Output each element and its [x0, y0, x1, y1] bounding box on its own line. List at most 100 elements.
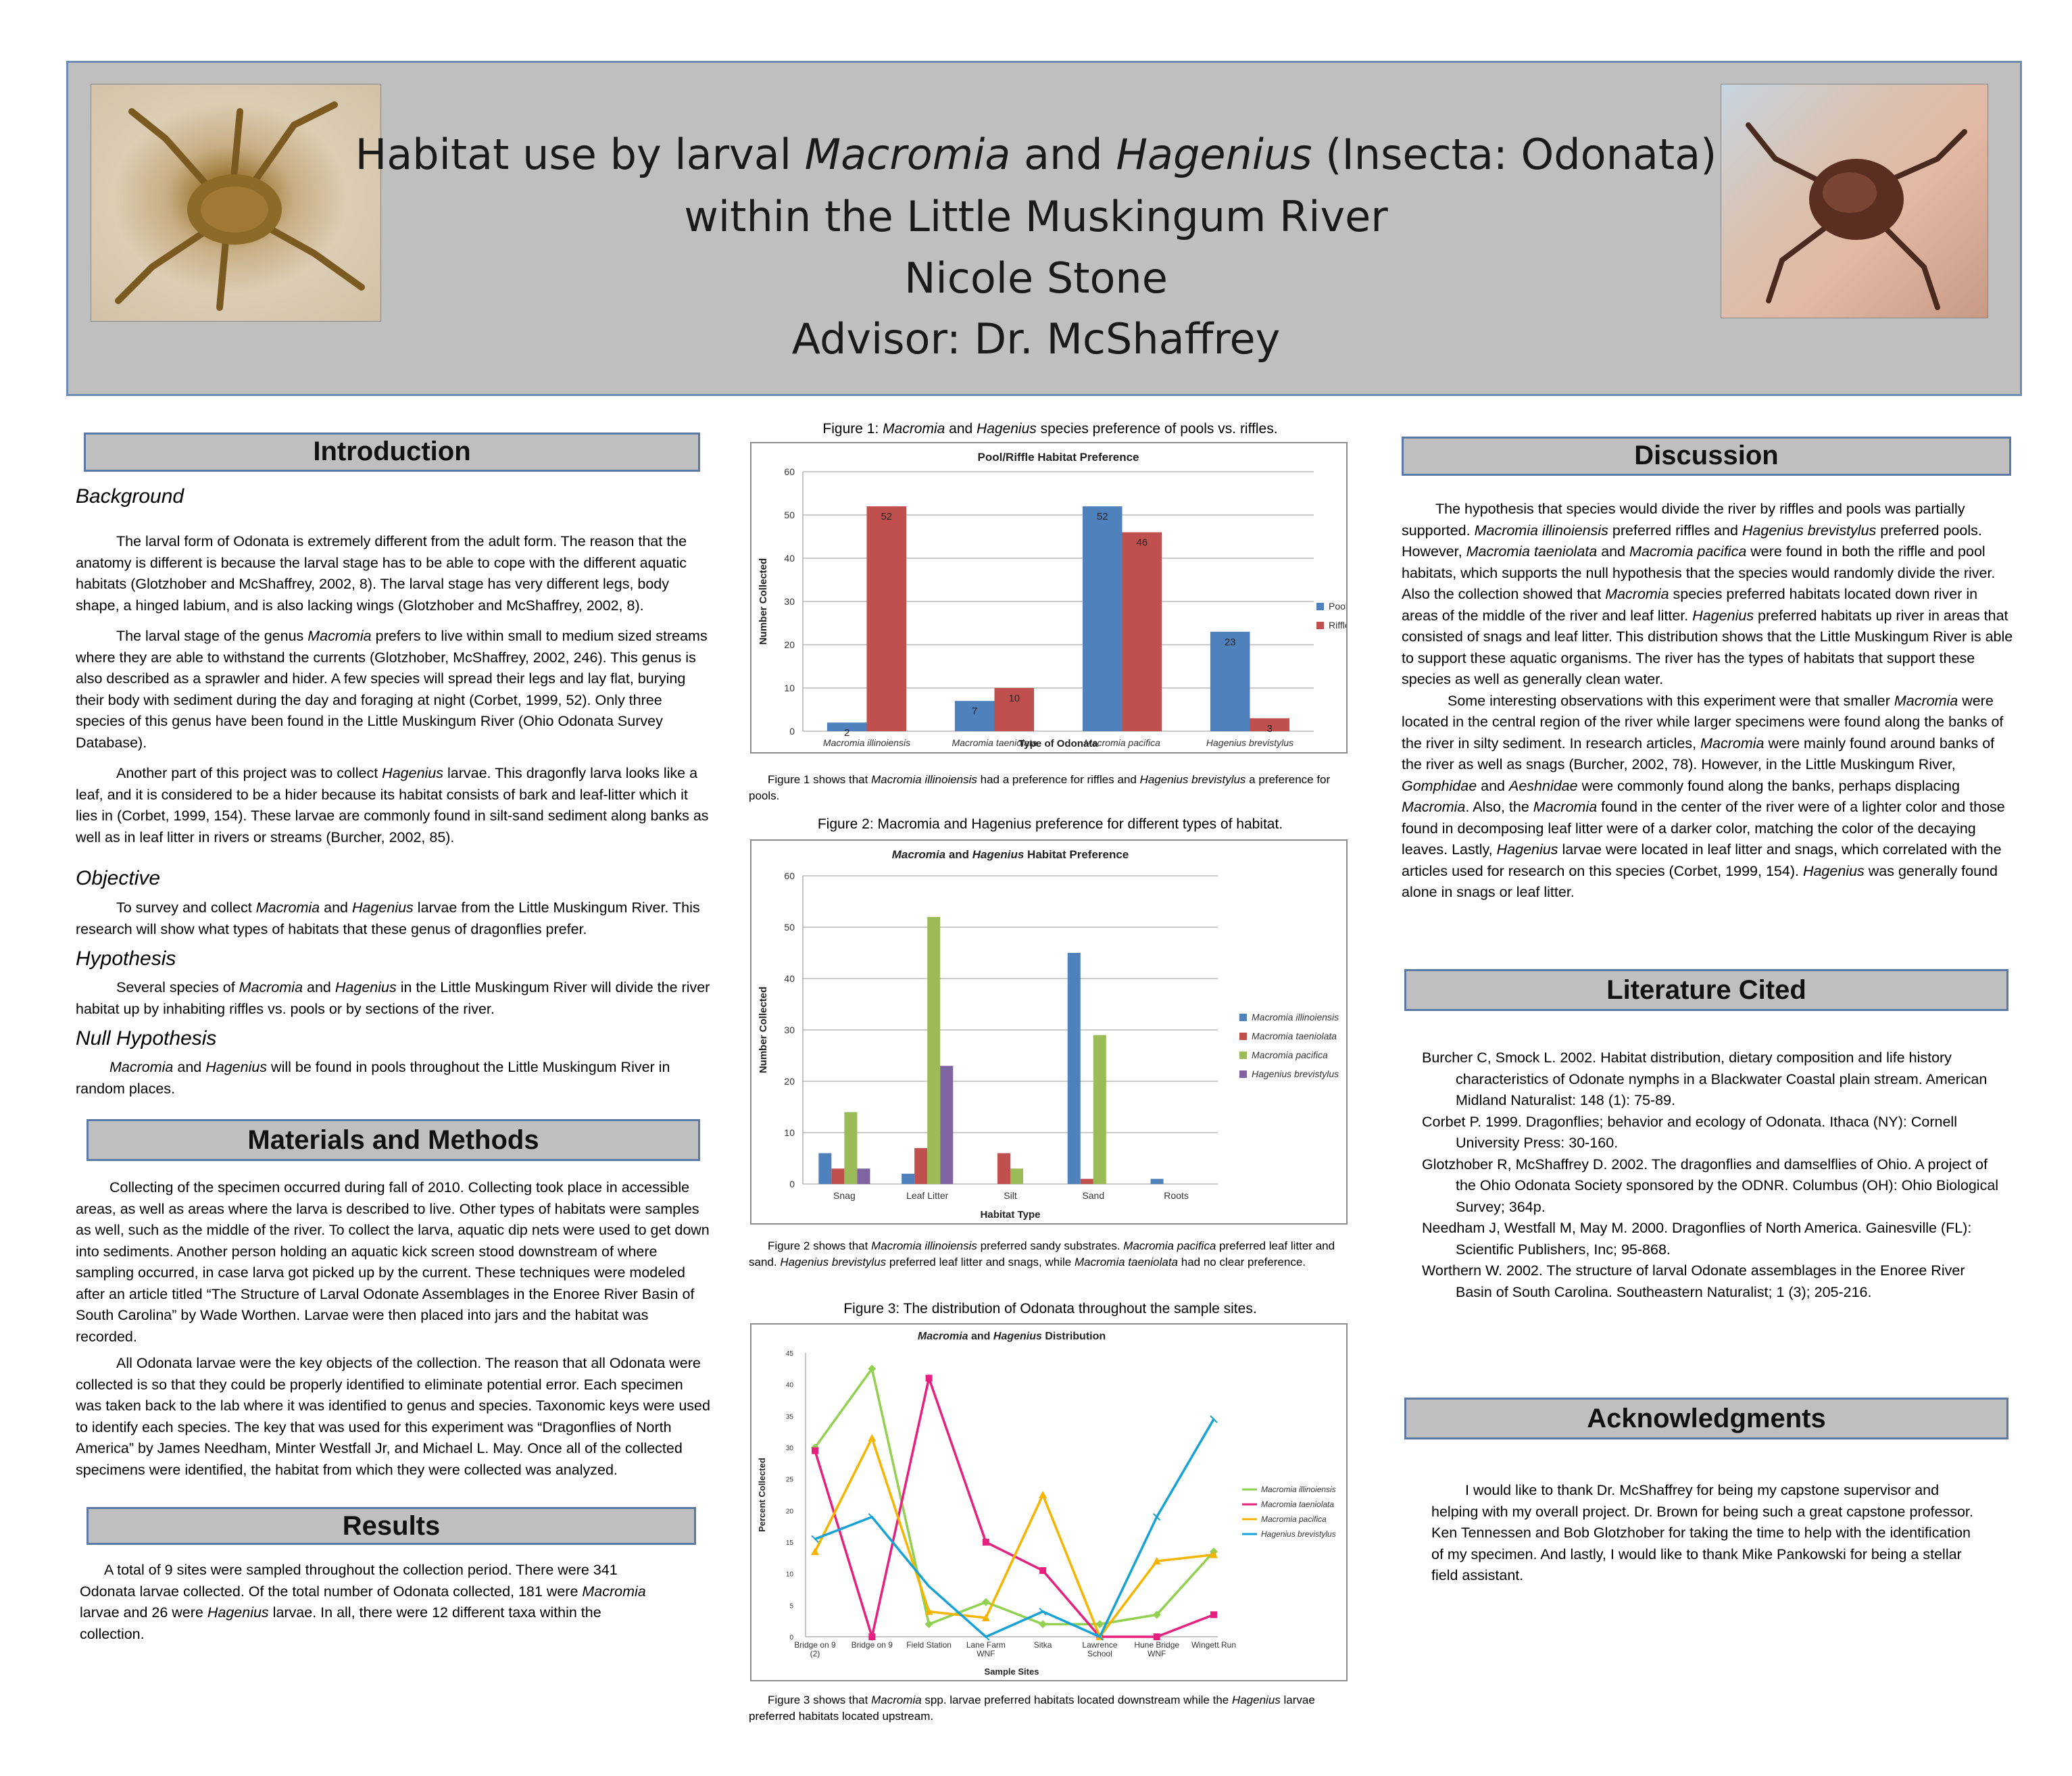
- legend-label: Macromia pacifica: [1252, 1050, 1328, 1060]
- figure2-chart: Macromia and Hagenius Habitat Preference…: [750, 839, 1348, 1225]
- x-tick-label: Sand: [1082, 1190, 1104, 1201]
- bar: [866, 506, 907, 731]
- habitat-preference-bar-chart: Macromia and Hagenius Habitat Preference…: [758, 848, 1339, 1220]
- bar: [844, 1112, 858, 1184]
- bar: [902, 1173, 915, 1184]
- series-line: [814, 1366, 1215, 1626]
- data-point: [981, 1598, 990, 1606]
- y-tick-label: 40: [784, 973, 795, 984]
- macromia-larva-photo: [91, 84, 381, 322]
- advisor-name: Advisor: Dr. McShaffrey: [791, 314, 1281, 364]
- x-tick-label: Silt: [1004, 1190, 1017, 1201]
- objective-label: Objective: [76, 867, 161, 889]
- legend-label: Riffle: [1329, 620, 1346, 631]
- data-point: [1095, 1633, 1104, 1641]
- chart-title-part: Macromia: [892, 848, 945, 861]
- y-axis-title: Number Collected: [758, 987, 769, 1073]
- figure1-chart: Pool/Riffle Habitat Preference 0 10 20 30 40 5…: [750, 442, 1350, 754]
- chart-title-part: Habitat Preference: [1024, 848, 1129, 861]
- chart-title: Pool/Riffle Habitat Preference: [977, 451, 1139, 464]
- background-text: The larval form of Odonata is extremely …: [76, 531, 711, 848]
- data-point: [981, 1614, 990, 1621]
- y-tick-label: 35: [786, 1413, 794, 1421]
- bar: [818, 1153, 832, 1184]
- y-tick-label: 20: [784, 639, 795, 650]
- data-point: [812, 1447, 818, 1454]
- x-tick-label: Sitka: [1034, 1640, 1052, 1650]
- data-point: [1210, 1415, 1218, 1423]
- chart-title-part: Hagenius: [993, 1331, 1042, 1342]
- y-tick-label: 10: [786, 1571, 794, 1579]
- legend-label: Hagenius brevistylus: [1252, 1068, 1339, 1079]
- bar: [857, 1168, 870, 1184]
- figure3-caption: Figure 3: The distribution of Odonata th…: [843, 1301, 1257, 1316]
- bar: [997, 1153, 1010, 1184]
- x-axis-title: Type of Odonata: [1018, 738, 1098, 749]
- data-point: [1039, 1620, 1047, 1629]
- x-tick-label: Lane Farm: [966, 1640, 1006, 1650]
- reference-entry: Glotzhober R, McShaffrey D. 2002. The dr…: [1422, 1156, 1999, 1215]
- reference-entry: Worthern W. 2002. The structure of larva…: [1422, 1262, 1965, 1300]
- methods-paragraph: Collecting of the specimen occurred duri…: [76, 1179, 710, 1345]
- data-label: 52: [1097, 511, 1108, 522]
- data-point: [868, 1512, 876, 1521]
- legend-label: Macromia taeniolata: [1252, 1031, 1337, 1041]
- legend-label: Macromia illinoiensis: [1252, 1012, 1339, 1022]
- x-tick-label: Macromia taeniolata: [952, 737, 1037, 748]
- literature-heading: Literature Cited: [1404, 969, 2008, 1011]
- background-paragraph: The larval stage of the genus Macromia p…: [76, 628, 708, 751]
- x-tick-label: WNF: [977, 1649, 995, 1658]
- data-label: 23: [1225, 637, 1236, 648]
- y-tick-label: 50: [784, 922, 795, 933]
- null-hypothesis-text: Macromia and Hagenius will be found in p…: [76, 1059, 670, 1097]
- bar: [1093, 1035, 1106, 1184]
- legend-label: Pool: [1329, 601, 1346, 612]
- legend-label: Hagenius brevistylus: [1261, 1529, 1336, 1539]
- results-heading: Results: [87, 1507, 696, 1545]
- legend-label: Macromia illinoiensis: [1261, 1485, 1336, 1494]
- x-tick-label: Leaf Litter: [906, 1190, 949, 1201]
- hypothesis-label: Hypothesis: [76, 947, 176, 970]
- chart-title-part: Distribution: [1042, 1331, 1106, 1342]
- acknowledgments-heading: Acknowledgments: [1404, 1398, 2008, 1439]
- hypothesis-text: Several species of Macromia and Hagenius…: [76, 979, 710, 1017]
- data-label: 52: [881, 511, 892, 522]
- poster-title: Habitat use by larval Macromia and Hagen…: [355, 130, 1717, 179]
- data-label: 46: [1136, 537, 1148, 549]
- y-tick-label: 10: [784, 1127, 795, 1138]
- acknowledgments-text: I would like to thank Dr. McShaffrey for…: [1431, 1482, 1973, 1583]
- figure2-caption: Figure 2: Macromia and Hagenius preferen…: [817, 816, 1283, 832]
- series-line: [814, 1435, 1214, 1639]
- x-tick-label: Roots: [1164, 1190, 1189, 1201]
- introduction-heading: Introduction: [84, 433, 700, 472]
- poster-title-line2: within the Little Muskingum River: [684, 192, 1388, 241]
- x-tick-label: Bridge on 9: [794, 1640, 836, 1650]
- reference-entry: Needham J, Westfall M, May M. 2000. Drag…: [1422, 1220, 1972, 1258]
- data-point: [1210, 1550, 1218, 1558]
- bar: [927, 916, 941, 1184]
- x-tick-label: Field Station: [906, 1640, 952, 1650]
- bar: [1250, 718, 1290, 731]
- y-tick-label: 50: [784, 510, 795, 520]
- bar: [940, 1066, 954, 1184]
- x-tick-label: Macromia illinoiensis: [823, 737, 910, 748]
- y-tick-label: 40: [784, 553, 795, 564]
- x-tick-label: Macromia pacifica: [1084, 737, 1160, 748]
- background-label: Background: [76, 485, 184, 508]
- y-tick-label: 0: [789, 1634, 793, 1642]
- bar: [914, 1148, 928, 1184]
- bar: [831, 1168, 845, 1184]
- data-point: [1152, 1557, 1161, 1564]
- data-point: [982, 1539, 989, 1546]
- y-axis-title: Percent Collected: [757, 1458, 767, 1532]
- figure2-description: Figure 2 shows that Macromia illinoiensi…: [749, 1239, 1335, 1268]
- data-point: [1152, 1610, 1161, 1619]
- bar: [1067, 953, 1081, 1184]
- data-point: [1210, 1611, 1217, 1619]
- bar: [954, 701, 995, 731]
- x-tick-label: Bridge on 9: [852, 1640, 893, 1650]
- x-tick-label: Hagenius brevistylus: [1206, 737, 1293, 748]
- data-point: [924, 1582, 933, 1591]
- y-tick-label: 60: [784, 870, 795, 881]
- background-paragraph: Another part of this project was to coll…: [76, 765, 709, 845]
